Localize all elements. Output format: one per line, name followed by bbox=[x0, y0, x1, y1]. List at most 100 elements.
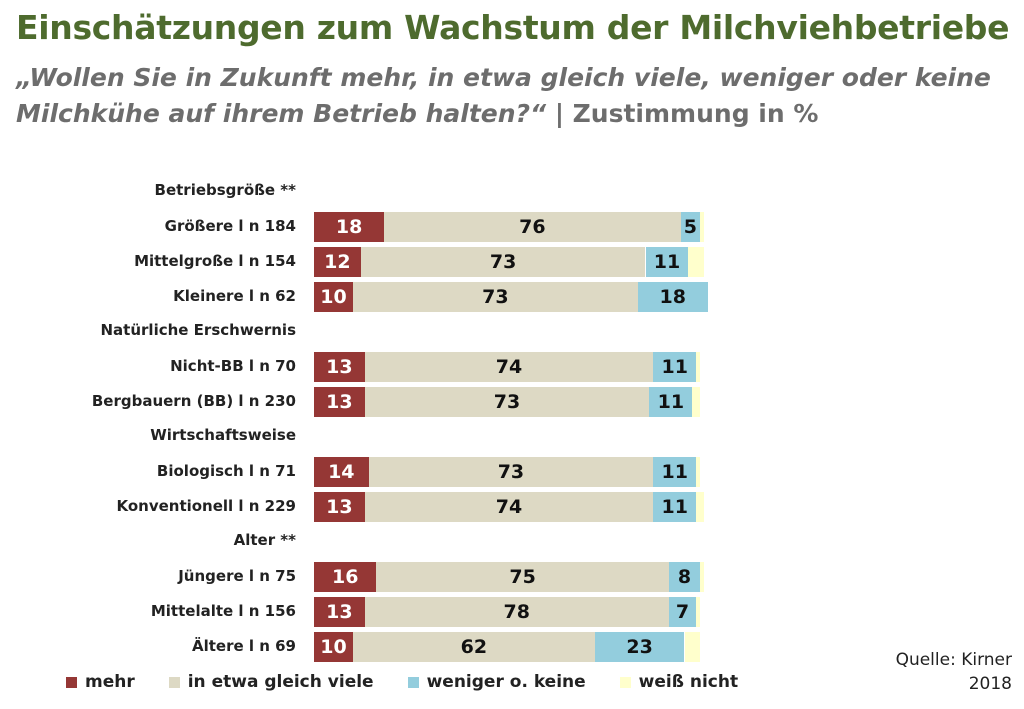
legend-swatch-gleich bbox=[168, 676, 180, 688]
data-label: 76 bbox=[519, 216, 546, 238]
group-label: Alter ** bbox=[233, 531, 296, 549]
data-label: 73 bbox=[489, 251, 517, 273]
legend: mehr in etwa gleich viele weniger o. kei… bbox=[66, 672, 772, 692]
bar-segment: 13 bbox=[314, 492, 365, 522]
bar-segment: 7 bbox=[668, 597, 697, 627]
chart-title: Einschätzungen zum Wachstum der Milchvie… bbox=[16, 8, 1010, 47]
data-label: 18 bbox=[335, 216, 363, 238]
source-line-2: 2018 bbox=[968, 674, 1012, 694]
bar-segment: 78 bbox=[364, 597, 669, 627]
bar-segment: 16 bbox=[314, 562, 377, 592]
bar-segment bbox=[700, 212, 704, 242]
source-line-1: Quelle: Kirner bbox=[895, 650, 1012, 670]
bar-segment bbox=[688, 247, 704, 277]
data-label: 73 bbox=[497, 461, 525, 483]
data-label: 16 bbox=[331, 566, 359, 588]
row-label: Biologisch l n 71 bbox=[156, 462, 296, 480]
legend-swatch-mehr bbox=[66, 676, 77, 688]
data-label: 12 bbox=[324, 251, 351, 273]
data-label: 18 bbox=[659, 286, 686, 308]
row-label: Ältere l n 69 bbox=[191, 637, 296, 655]
row-label: Nicht-BB l n 70 bbox=[170, 357, 296, 375]
data-label: 74 bbox=[495, 356, 523, 378]
bar-segment: 12 bbox=[314, 247, 361, 277]
bar-segment: 5 bbox=[680, 212, 701, 242]
subtitle-question: „Wollen Sie in Zukunft mehr, in etwa gle… bbox=[16, 63, 991, 128]
data-label: 62 bbox=[460, 636, 488, 658]
row-label: Mittelgroße l n 154 bbox=[134, 252, 296, 270]
bar-segment: 18 bbox=[637, 282, 708, 312]
data-label: 13 bbox=[326, 356, 353, 378]
group-label: Wirtschaftsweise bbox=[150, 426, 296, 444]
data-label: 10 bbox=[320, 636, 347, 658]
data-label: 11 bbox=[653, 251, 681, 273]
bar-segment bbox=[700, 562, 704, 592]
bar-segment bbox=[696, 352, 701, 382]
legend-label-gleich: in etwa gleich viele bbox=[187, 672, 374, 692]
bar-segment: 11 bbox=[653, 492, 697, 522]
bar-segment: 11 bbox=[649, 387, 693, 417]
bar-segment: 11 bbox=[653, 457, 697, 487]
legend-swatch-weniger bbox=[407, 676, 419, 688]
data-label: 13 bbox=[326, 601, 353, 623]
data-label: 5 bbox=[683, 216, 697, 238]
bar-segment: 62 bbox=[353, 632, 595, 662]
row-label: Jüngere l n 75 bbox=[178, 567, 296, 585]
legend-item-weiss-nicht: weiß nicht bbox=[619, 672, 739, 692]
data-label: 7 bbox=[675, 601, 690, 623]
row-label: Bergbauern (BB) l n 230 bbox=[91, 392, 296, 410]
bar-segment: 76 bbox=[384, 212, 681, 242]
data-label: 8 bbox=[677, 566, 692, 588]
bar-segment: 8 bbox=[668, 562, 701, 592]
bar-segment: 23 bbox=[594, 632, 685, 662]
data-label: 78 bbox=[503, 601, 530, 623]
legend-item-weniger: weniger o. keine bbox=[407, 672, 586, 692]
bar-segment: 75 bbox=[376, 562, 669, 592]
bar-segment: 11 bbox=[653, 352, 697, 382]
legend-item-gleich: in etwa gleich viele bbox=[168, 672, 374, 692]
data-label: 11 bbox=[661, 496, 688, 518]
data-label: 74 bbox=[495, 496, 523, 518]
bar-segment bbox=[684, 632, 701, 662]
bar-segment: 14 bbox=[314, 457, 369, 487]
data-label: 13 bbox=[326, 391, 353, 413]
chart-subtitle: „Wollen Sie in Zukunft mehr, in etwa gle… bbox=[16, 60, 1016, 132]
bar-segment bbox=[696, 492, 704, 522]
bar-segment: 74 bbox=[364, 492, 654, 522]
data-label: 11 bbox=[661, 356, 688, 378]
bar-segment: 10 bbox=[314, 632, 353, 662]
source-note: Quelle: Kirner 2018 bbox=[896, 648, 1012, 696]
row-label: Kleinere l n 62 bbox=[173, 287, 296, 305]
data-label: 14 bbox=[328, 461, 355, 483]
data-label: 23 bbox=[626, 636, 653, 658]
bar-segment: 73 bbox=[364, 387, 650, 417]
legend-item-mehr: mehr bbox=[66, 672, 135, 692]
subtitle-suffix: | Zustimmung in % bbox=[546, 99, 819, 128]
legend-label-weiss-nicht: weiß nicht bbox=[638, 672, 739, 692]
data-label: 11 bbox=[657, 391, 685, 413]
bar-segment: 13 bbox=[314, 597, 365, 627]
data-label: 75 bbox=[509, 566, 536, 588]
data-label: 13 bbox=[326, 496, 353, 518]
data-label: 11 bbox=[661, 461, 688, 483]
bar-segment: 10 bbox=[314, 282, 353, 312]
bar-segment: 18 bbox=[314, 212, 385, 242]
legend-swatch-weiss-nicht bbox=[619, 676, 631, 688]
bar-segment: 73 bbox=[360, 247, 646, 277]
bar-segment: 13 bbox=[314, 387, 365, 417]
row-label: Größere l n 184 bbox=[164, 217, 296, 235]
data-label: 73 bbox=[482, 286, 509, 308]
legend-label-weniger: weniger o. keine bbox=[426, 672, 586, 692]
row-label: Mittelalte l n 156 bbox=[150, 602, 296, 620]
bar-segment: 73 bbox=[353, 282, 638, 312]
bar-segment bbox=[696, 457, 701, 487]
bar-segment bbox=[696, 597, 701, 627]
data-label: 73 bbox=[493, 391, 521, 413]
row-label: Konventionell l n 229 bbox=[116, 497, 296, 515]
bar-segment: 13 bbox=[314, 352, 365, 382]
data-label: 10 bbox=[320, 286, 347, 308]
legend-label-mehr: mehr bbox=[85, 672, 135, 692]
group-label: Natürliche Erschwernis bbox=[100, 321, 297, 339]
bar-segment bbox=[692, 387, 701, 417]
bar-segment: 74 bbox=[364, 352, 654, 382]
